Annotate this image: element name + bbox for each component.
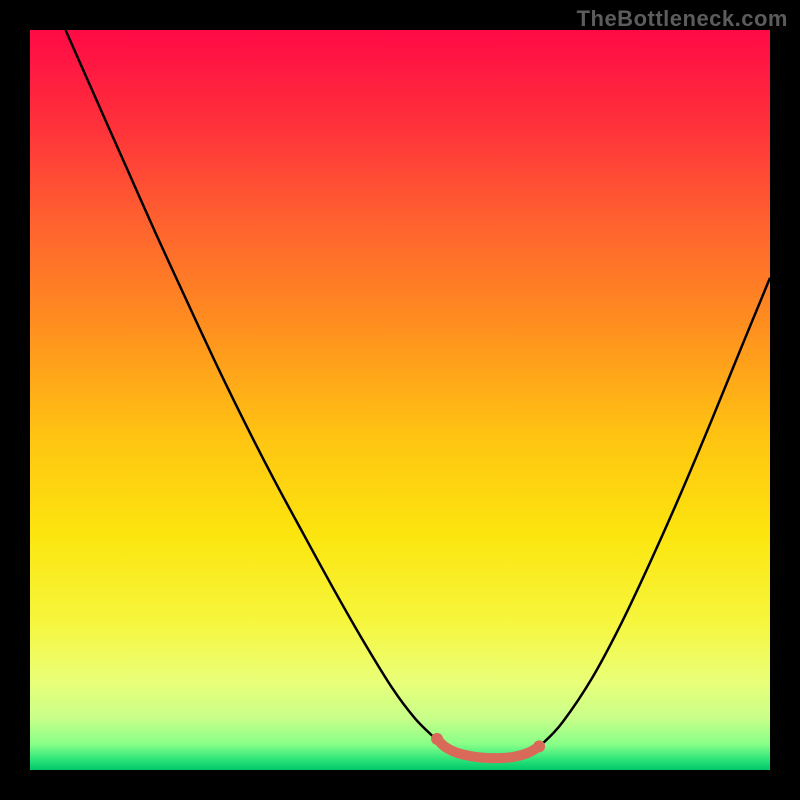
plot-svg [30,30,770,770]
chart-frame: TheBottleneck.com [0,0,800,800]
sweet-spot-marker-left [431,733,443,745]
heat-gradient-background [30,30,770,770]
sweet-spot-marker-right [533,740,545,752]
plot-area [30,30,770,770]
watermark-text: TheBottleneck.com [577,6,788,32]
